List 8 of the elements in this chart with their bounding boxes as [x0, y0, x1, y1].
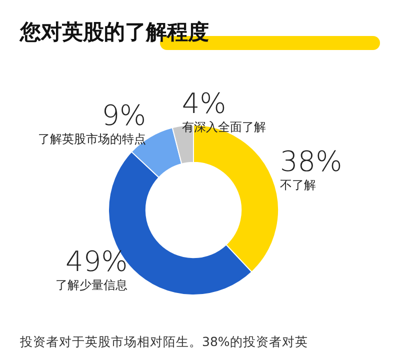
slice-label: 不了解: [280, 178, 316, 192]
slice-label: 了解英股市场的特点: [38, 132, 146, 146]
text: 投资者对于英股市场相对陌生。38%的投资者对英: [20, 334, 308, 351]
data-label: 4%: [182, 87, 226, 120]
data-label: 9%: [102, 99, 146, 132]
data-label: 49%: [66, 245, 128, 278]
slice-label: 了解少量信息: [56, 278, 128, 292]
data-label: 38%: [280, 145, 342, 178]
